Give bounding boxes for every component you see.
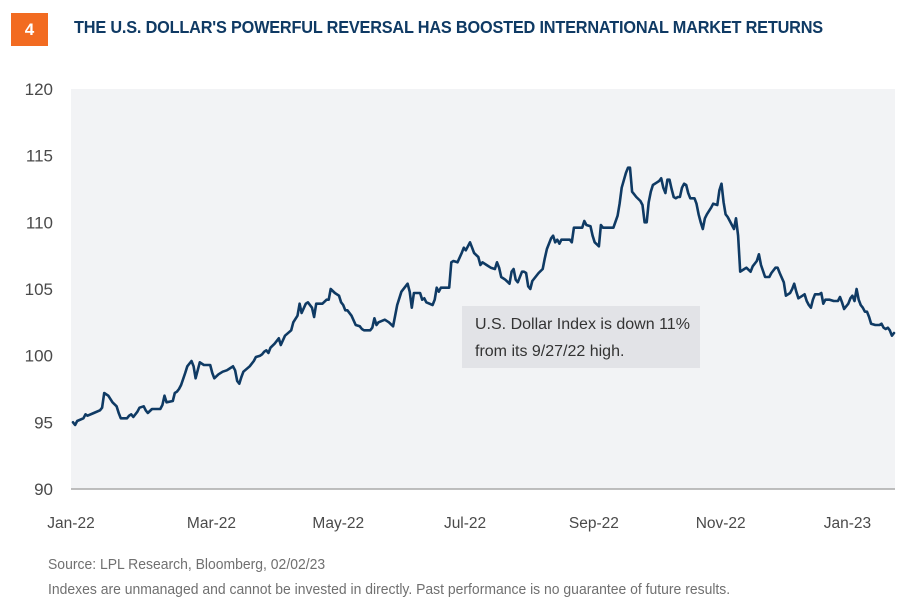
x-tick-label: Jul-22 — [444, 515, 486, 532]
chart-title: THE U.S. DOLLAR'S POWERFUL REVERSAL HAS … — [74, 17, 823, 37]
dollar-index-line — [71, 166, 896, 427]
y-axis-ticks: 90 95 100 105 110 115 120 — [25, 80, 53, 499]
disclaimer-note: Indexes are unmanaged and cannot be inve… — [48, 581, 731, 598]
y-tick-label: 90 — [34, 480, 53, 499]
annotation-box: U.S. Dollar Index is down 11% from its 9… — [462, 306, 700, 368]
annotation-line-1: U.S. Dollar Index is down 11% — [475, 316, 690, 333]
plot-area — [71, 89, 895, 489]
x-tick-label: Sep-22 — [569, 515, 619, 532]
source-note: Source: LPL Research, Bloomberg, 02/02/2… — [48, 556, 326, 573]
x-tick-label: May-22 — [312, 515, 364, 532]
figure-number-badge: 4 — [11, 13, 48, 46]
y-tick-label: 95 — [34, 413, 53, 432]
x-tick-label: Jan-23 — [824, 515, 871, 532]
x-tick-label: Jan-22 — [47, 515, 94, 532]
x-axis-ticks: Jan-22 Mar-22 May-22 Jul-22 Sep-22 Nov-22 Jan-… — [47, 515, 871, 532]
x-tick-label: Nov-22 — [696, 515, 746, 532]
y-tick-label: 115 — [26, 147, 53, 166]
y-tick-label: 100 — [25, 347, 53, 366]
y-tick-label: 110 — [26, 213, 53, 232]
y-tick-label: 120 — [25, 80, 53, 99]
annotation-line-2: from its 9/27/22 high. — [475, 343, 625, 360]
x-tick-label: Mar-22 — [187, 515, 236, 532]
y-tick-label: 105 — [25, 280, 53, 299]
